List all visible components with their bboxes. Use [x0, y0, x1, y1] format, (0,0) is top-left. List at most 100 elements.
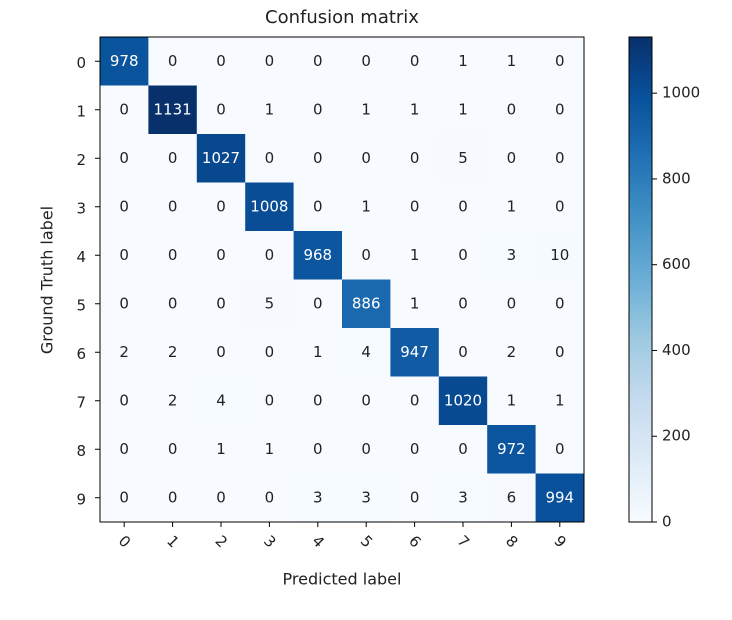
cell — [535, 376, 585, 426]
cell — [100, 182, 149, 232]
cell — [342, 279, 391, 329]
cell-label: 978 — [110, 52, 139, 70]
cell-label: 0 — [361, 391, 371, 409]
cell-label: 1 — [361, 197, 371, 215]
cell-label: 0 — [119, 149, 129, 167]
cell — [100, 37, 149, 86]
cell-label: 0 — [410, 440, 420, 458]
chart-title: Confusion matrix — [265, 7, 419, 28]
y-tick-label: 4 — [76, 248, 86, 266]
cell — [100, 425, 149, 474]
x-tick-label: 3 — [260, 532, 279, 551]
cell-label: 1 — [410, 100, 420, 118]
cell — [390, 85, 440, 135]
cell — [245, 182, 295, 232]
cell — [535, 37, 585, 86]
cell — [390, 231, 440, 280]
cell-label: 0 — [507, 294, 517, 312]
cell — [535, 425, 585, 474]
cell — [196, 37, 246, 86]
cell-label: 0 — [119, 197, 129, 215]
cell — [487, 376, 537, 426]
x-tick-label: 6 — [405, 532, 424, 551]
cell-label: 0 — [265, 246, 275, 264]
y-tick-label: 8 — [76, 442, 86, 460]
cell — [438, 376, 488, 426]
cell-label: 0 — [555, 52, 565, 70]
cell-label: 0 — [168, 294, 178, 312]
y-tick-label: 6 — [76, 345, 86, 363]
cell — [293, 37, 343, 86]
x-tick-label: 5 — [357, 532, 376, 551]
cell-label: 0 — [410, 197, 420, 215]
cell-label: 947 — [400, 343, 429, 361]
cell — [342, 328, 391, 377]
cell-label: 1 — [507, 197, 517, 215]
cell-label: 0 — [313, 197, 323, 215]
cell — [535, 134, 585, 183]
cell-label: 0 — [458, 197, 468, 215]
cell — [100, 376, 149, 426]
cell — [438, 425, 488, 474]
cell-label: 0 — [313, 440, 323, 458]
cell-label: 0 — [168, 488, 178, 506]
cell — [196, 85, 246, 135]
cell-label: 0 — [507, 100, 517, 118]
cell — [148, 85, 198, 135]
cell-label: 886 — [352, 294, 381, 312]
cell-label: 0 — [555, 197, 565, 215]
cell — [342, 85, 391, 135]
cell — [100, 231, 149, 280]
cell-label: 1131 — [154, 100, 192, 118]
cell-label: 3 — [313, 488, 323, 506]
cell — [196, 376, 246, 426]
cell-label: 0 — [410, 391, 420, 409]
y-tick-label: 7 — [76, 393, 86, 411]
x-tick-label: 7 — [454, 532, 473, 551]
cell-label: 0 — [216, 197, 226, 215]
cell-label: 0 — [168, 197, 178, 215]
cell-label: 0 — [119, 100, 129, 118]
cell-label: 1 — [361, 100, 371, 118]
cell — [293, 425, 343, 474]
cell-label: 1 — [410, 294, 420, 312]
cell-label: 0 — [361, 149, 371, 167]
cell — [148, 279, 198, 329]
cell-label: 3 — [361, 488, 371, 506]
cell-label: 0 — [265, 52, 275, 70]
plot-frame — [99, 36, 585, 523]
cell — [245, 328, 295, 377]
cell-label: 0 — [119, 391, 129, 409]
cell — [438, 328, 488, 377]
cell-label: 0 — [313, 149, 323, 167]
cell-label: 0 — [265, 391, 275, 409]
cell — [342, 473, 391, 523]
cell-label: 3 — [507, 246, 517, 264]
cell-label: 0 — [265, 488, 275, 506]
cell — [245, 231, 295, 280]
cell — [196, 328, 246, 377]
cell-label: 0 — [216, 246, 226, 264]
cell — [293, 182, 343, 232]
x-tick-label: 2 — [212, 532, 231, 551]
y-tick-label: 1 — [76, 102, 86, 120]
cell-label: 0 — [313, 391, 323, 409]
x-tick-label: 9 — [550, 532, 569, 551]
cell-label: 0 — [216, 488, 226, 506]
cell — [196, 473, 246, 523]
y-tick-label: 3 — [76, 199, 86, 217]
cell-label: 0 — [313, 52, 323, 70]
y-tick-label: 2 — [76, 151, 86, 169]
cell — [148, 134, 198, 183]
cell — [196, 279, 246, 329]
cell — [342, 425, 391, 474]
cell — [487, 231, 537, 280]
cell — [148, 37, 198, 86]
cell-label: 10 — [550, 246, 569, 264]
colorbar — [628, 36, 653, 523]
cell — [342, 182, 391, 232]
cell — [342, 231, 391, 280]
cell-label: 0 — [361, 246, 371, 264]
